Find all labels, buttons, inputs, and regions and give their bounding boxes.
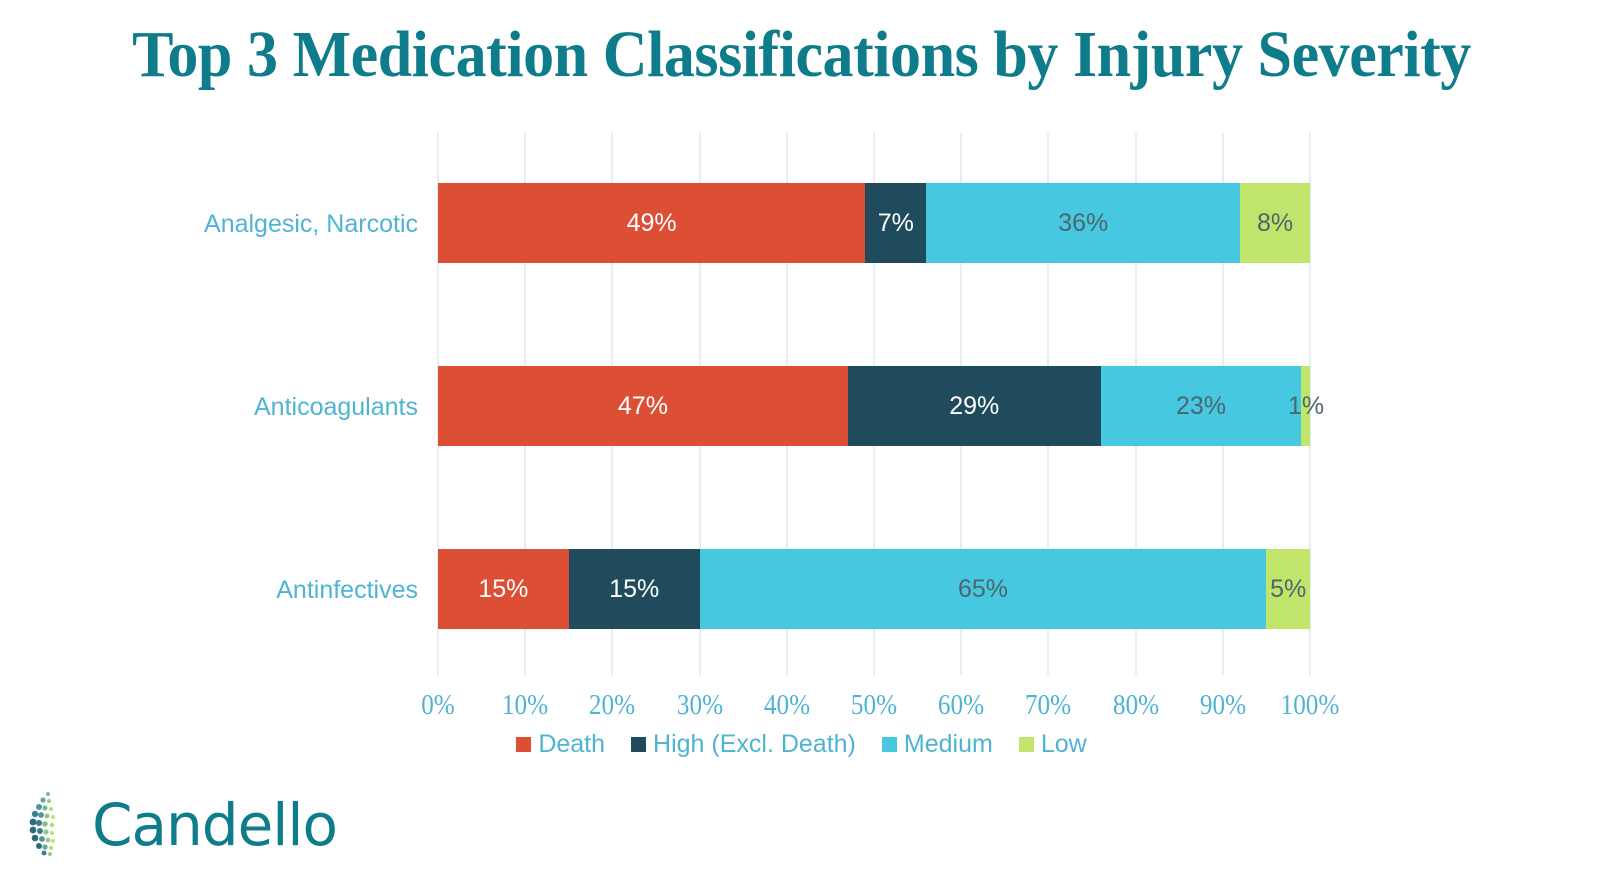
bar-segment[interactable]: 15% [438, 549, 569, 629]
x-tick-label: 50% [850, 690, 898, 721]
legend-item[interactable]: Low [1018, 730, 1087, 758]
table-row: 49% 7% 36% 8% [438, 183, 1310, 263]
x-tick-label: 80% [1112, 690, 1159, 721]
category-label: Anticoagulants [253, 393, 418, 421]
x-tick-label: 60% [938, 690, 985, 721]
legend-label: High (Excl. Death) [653, 730, 856, 758]
legend-swatch-icon [1018, 736, 1034, 752]
table-row: 47% 29% 23% 1% [438, 366, 1324, 446]
bar-segment[interactable]: 15% [568, 549, 700, 629]
bar-segment[interactable]: 65% [699, 549, 1267, 629]
candello-logo: Candello [22, 783, 338, 867]
gridline [1309, 133, 1311, 675]
bar-value-label: 15% [478, 574, 529, 603]
candello-swoosh-icon [29, 791, 55, 856]
bar-value-label: 23% [1175, 391, 1226, 420]
candello-wordmark: Candello [92, 791, 338, 859]
bar-value-label: 49% [626, 208, 677, 237]
bar-value-label: 1% [1287, 391, 1325, 420]
legend-swatch-icon [881, 736, 897, 752]
x-tick-label: 70% [1025, 690, 1072, 721]
bar-segment[interactable]: 29% [847, 366, 1101, 446]
legend-label: Death [538, 730, 606, 758]
bar-value-label: 29% [949, 391, 1000, 420]
bar-segment[interactable]: 23% [1100, 366, 1302, 446]
legend-item[interactable]: Medium [881, 730, 993, 758]
legend-swatch-icon [631, 736, 647, 752]
bar-segment[interactable]: 8% [1240, 183, 1310, 263]
bar-segment[interactable]: 49% [438, 183, 866, 263]
bar-value-label: 36% [1058, 208, 1109, 237]
x-tick-label: 90% [1199, 690, 1246, 721]
bar-segment[interactable]: 36% [926, 183, 1241, 263]
legend-swatch-icon [516, 736, 532, 752]
bar-value-label: 15% [609, 574, 660, 603]
bar-segment[interactable]: 47% [438, 366, 848, 446]
bar-value-label: 7% [877, 208, 914, 237]
page-title: Top 3 Medication Classifications by Inju… [132, 18, 1471, 91]
plot-area: 49% 7% 36% 8% 47% 29% 23% 1% 15% 15% 65% 5% [437, 133, 1324, 675]
bar-value-label: 5% [1270, 574, 1307, 603]
bar-value-label: 47% [617, 391, 668, 420]
x-tick-label: 0% [421, 690, 455, 721]
category-label: Analgesic, Narcotic [204, 210, 418, 238]
legend-label: Medium [903, 730, 993, 758]
table-row: 15% 15% 65% 5% [438, 549, 1310, 629]
x-tick-label: 10% [502, 690, 549, 721]
x-tick-label: 100% [1280, 690, 1340, 721]
x-tick-label: 40% [763, 690, 810, 721]
legend-item[interactable]: Death [516, 730, 605, 758]
legend: Death High (Excl. Death) Medium Low [0, 730, 1603, 758]
x-tick-label: 20% [589, 690, 636, 721]
bar-segment[interactable]: 1% [1288, 366, 1324, 446]
x-tick-label: 30% [676, 690, 723, 721]
bar-value-label: 65% [957, 574, 1009, 603]
legend-item[interactable]: High (Excl. Death) [631, 730, 856, 758]
bar-segment[interactable]: 5% [1266, 549, 1310, 629]
bar-segment[interactable]: 7% [865, 183, 927, 263]
x-axis: 0% 10% 20% 30% 40% 50% 60% 70% 80% 90% 100% [421, 690, 1339, 724]
legend-label: Low [1040, 730, 1087, 758]
bar-value-label: 8% [1257, 208, 1294, 237]
category-label: Antinfectives [276, 576, 418, 604]
